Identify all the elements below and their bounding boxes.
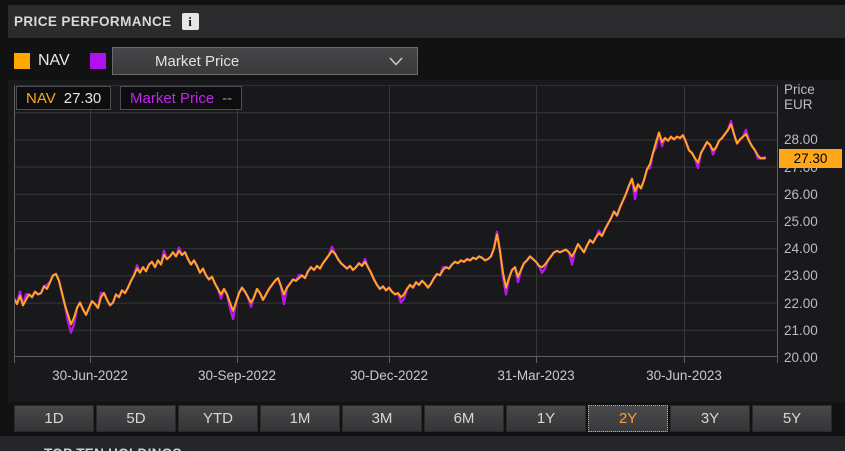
nav-legend-label: NAV — [38, 52, 70, 69]
range-button-5y[interactable]: 5Y — [752, 405, 832, 432]
market-color-swatch — [89, 53, 106, 69]
range-button-ytd[interactable]: YTD — [178, 405, 258, 432]
market-readout-label: Market Price — [130, 89, 215, 107]
y-axis-label: 22.00 — [784, 295, 818, 311]
x-axis-label: 30-Dec-2022 — [349, 368, 429, 383]
y-axis-title: Price EUR — [784, 82, 815, 112]
x-axis-label: 30-Sep-2022 — [197, 368, 277, 383]
panel-header: PRICE PERFORMANCE i — [8, 5, 845, 38]
range-button-3m[interactable]: 3M — [342, 405, 422, 432]
nav-readout-label: NAV — [26, 89, 56, 107]
info-icon[interactable]: i — [181, 13, 199, 30]
y-axis-label: 26.00 — [784, 186, 818, 202]
price-chart[interactable] — [14, 85, 778, 367]
range-button-1y[interactable]: 1Y — [506, 405, 586, 432]
series-selector-value: Market Price — [155, 52, 240, 70]
last-price-badge: 27.30 — [779, 148, 842, 168]
range-button-6m[interactable]: 6M — [424, 405, 504, 432]
range-button-1m[interactable]: 1M — [260, 405, 340, 432]
panel-title: PRICE PERFORMANCE — [14, 14, 172, 29]
y-axis-title-line1: Price — [784, 82, 815, 97]
market-readout-box: Market Price -- — [120, 86, 243, 110]
nav-readout-box: NAV 27.30 — [16, 86, 112, 110]
y-axis-label: 23.00 — [784, 268, 818, 284]
y-axis-label: 28.00 — [784, 132, 818, 148]
y-axis-label: 21.00 — [784, 322, 818, 338]
range-button-3y[interactable]: 3Y — [670, 405, 750, 432]
x-axis-label: 30-Jun-2022 — [52, 368, 128, 383]
y-axis-title-line2: EUR — [784, 97, 813, 112]
nav-color-swatch — [14, 53, 30, 69]
range-button-5d[interactable]: 5D — [96, 405, 176, 432]
next-section-strip: TOP TEN HOLDINGS — [0, 434, 845, 451]
next-section-title: TOP TEN HOLDINGS — [44, 446, 845, 451]
series-selector-dropdown[interactable]: Market Price — [112, 47, 418, 75]
x-axis-label: 31-Mar-2023 — [497, 368, 575, 383]
y-axis-label: 24.00 — [784, 241, 818, 257]
range-button-2y[interactable]: 2Y — [588, 405, 668, 432]
chevron-down-icon — [389, 56, 403, 66]
y-axis-label: 25.00 — [784, 214, 818, 229]
y-axis-label: 20.00 — [784, 350, 818, 365]
nav-readout-value: 27.30 — [63, 89, 102, 107]
range-button-1d[interactable]: 1D — [14, 405, 94, 432]
x-axis-label: 30-Jun-2023 — [646, 368, 722, 383]
chart-panel — [8, 80, 845, 402]
market-readout-value: -- — [222, 89, 233, 107]
legend-row: NAV Market Price — [14, 46, 418, 76]
